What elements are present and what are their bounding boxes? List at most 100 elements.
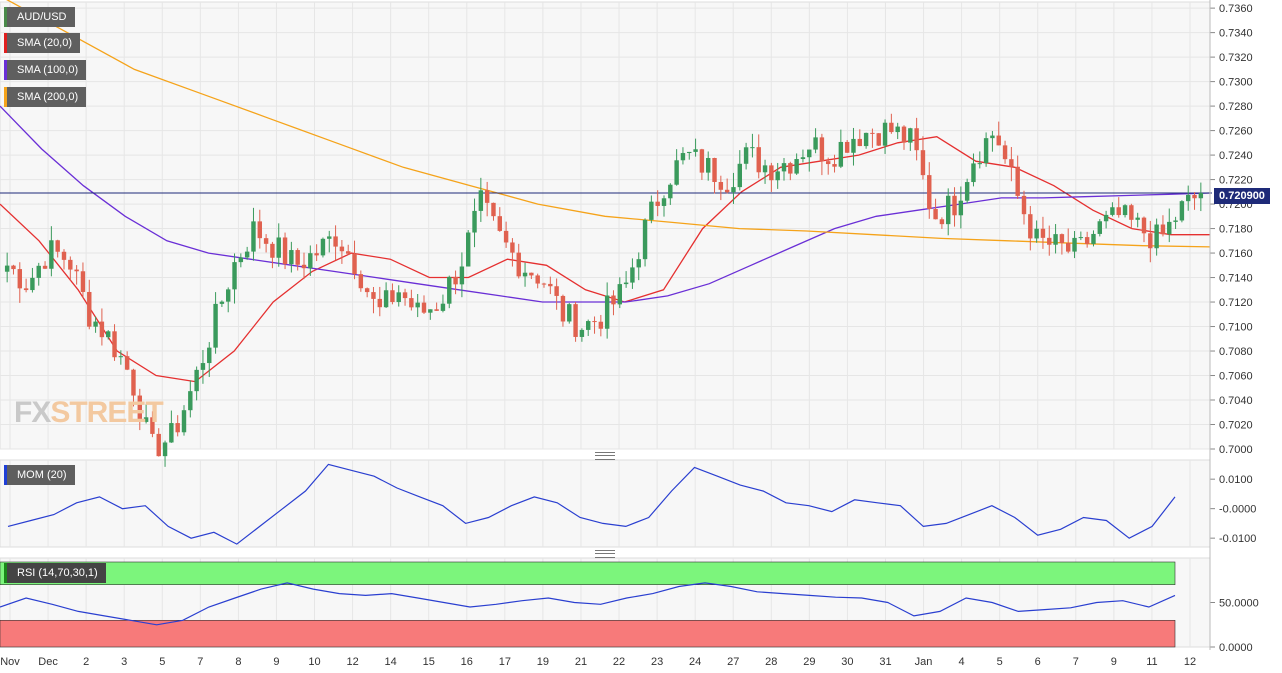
y-tick-label: 0.7040 xyxy=(1219,395,1253,407)
candle-down xyxy=(1059,234,1065,244)
candle-down xyxy=(1129,205,1134,220)
sma20-legend[interactable]: SMA (20,0) xyxy=(4,33,81,53)
candle-up xyxy=(213,303,218,348)
candle-up xyxy=(706,157,711,173)
candle-up xyxy=(1173,220,1178,222)
pane-resize-handle[interactable] xyxy=(595,550,615,558)
pane-resize-handle[interactable] xyxy=(595,452,615,460)
x-tick-label: 22 xyxy=(613,656,625,668)
candle-up xyxy=(958,200,964,216)
candle-down xyxy=(124,356,130,370)
x-tick-label: 9 xyxy=(273,656,279,668)
mom-pane xyxy=(0,459,1211,548)
y-tick-label: 0.7300 xyxy=(1219,77,1253,89)
candle-up xyxy=(459,266,465,285)
candle-down xyxy=(1021,195,1027,215)
rsi-line xyxy=(0,582,1176,626)
candle-up xyxy=(415,302,420,308)
x-tick-label: 27 xyxy=(727,656,739,668)
candle-down xyxy=(150,417,155,434)
candle-down xyxy=(788,163,793,174)
candle-up xyxy=(1034,228,1039,239)
candle-up xyxy=(586,321,591,330)
candle-up xyxy=(251,221,256,252)
candle-up xyxy=(674,160,679,185)
candle-down xyxy=(655,201,660,206)
candle-up xyxy=(1072,237,1077,252)
x-tick-label: 9 xyxy=(1111,656,1117,668)
candle-up xyxy=(194,369,199,392)
candle-up xyxy=(964,182,970,201)
oversold-zone xyxy=(0,619,1176,648)
rsi-legend[interactable]: RSI (14,70,30,1) xyxy=(4,563,106,583)
candle-down xyxy=(314,253,319,256)
candle-down xyxy=(541,283,547,285)
candle-down xyxy=(914,128,919,151)
candle-up xyxy=(1078,237,1084,239)
y-tick-label: 0.0000 xyxy=(1219,642,1253,654)
y-tick-label: 0.0100 xyxy=(1219,474,1253,486)
x-tick-label: Jan xyxy=(915,656,933,668)
candle-up xyxy=(162,442,168,457)
sma200-legend[interactable]: SMA (200,0) xyxy=(4,87,87,107)
y-tick-label: 0.7280 xyxy=(1219,101,1253,113)
candle-down xyxy=(257,221,262,239)
x-tick-label: 12 xyxy=(346,656,358,668)
mom-legend[interactable]: MOM (20) xyxy=(4,465,75,485)
candle-up xyxy=(623,282,629,285)
y-tick-label: 0.7100 xyxy=(1219,322,1253,334)
candle-down xyxy=(1192,194,1197,199)
y-tick-label: 0.7080 xyxy=(1219,346,1253,358)
candle-down xyxy=(358,274,364,289)
y-tick-label: 0.7160 xyxy=(1219,248,1253,260)
x-tick-label: 28 xyxy=(765,656,777,668)
sma100-legend[interactable]: SMA (100,0) xyxy=(4,60,87,80)
candle-down xyxy=(42,265,48,269)
y-tick-label: 0.7120 xyxy=(1219,297,1253,309)
candle-down xyxy=(560,295,566,322)
candle-up xyxy=(743,147,749,164)
candle-up xyxy=(630,267,635,283)
symbol-label[interactable]: AUD/USD xyxy=(4,7,75,27)
candle-up xyxy=(207,347,212,364)
candle-down xyxy=(1028,214,1033,239)
candle-down xyxy=(503,230,509,243)
candle-down xyxy=(402,292,408,299)
candle-down xyxy=(699,149,705,173)
candle-up xyxy=(1053,234,1058,245)
candle-down xyxy=(131,369,136,396)
candle-up xyxy=(308,253,313,269)
candle-up xyxy=(106,331,111,338)
x-tick-label: 4 xyxy=(959,656,965,668)
candle-down xyxy=(453,276,458,285)
candle-up xyxy=(762,165,768,173)
candle-down xyxy=(1002,145,1008,160)
candle-up xyxy=(188,391,193,411)
x-tick-label: 10 xyxy=(308,656,320,668)
candle-up xyxy=(731,187,736,193)
candle-up xyxy=(30,277,35,291)
candle-up xyxy=(1154,224,1159,249)
candle-up xyxy=(908,128,913,143)
candle-up xyxy=(143,417,149,422)
x-tick-label: 30 xyxy=(841,656,853,668)
candle-down xyxy=(573,304,578,337)
candle-up xyxy=(838,141,844,167)
candle-up xyxy=(895,126,900,133)
x-tick-label: 21 xyxy=(575,656,587,668)
candle-up xyxy=(169,423,174,443)
candle-up xyxy=(946,195,951,225)
x-tick-label: 16 xyxy=(461,656,473,668)
candle-down xyxy=(516,252,521,277)
candle-up xyxy=(36,265,41,278)
indicator-lines xyxy=(0,463,1176,626)
candle-up xyxy=(428,309,433,313)
candle-up xyxy=(1179,201,1185,221)
candle-up xyxy=(1122,205,1128,216)
x-tick-label: 11 xyxy=(1146,656,1157,668)
candle-up xyxy=(661,198,667,206)
x-tick-label: 7 xyxy=(197,656,203,668)
candle-down xyxy=(390,290,395,303)
candle-down xyxy=(87,291,92,327)
candle-up xyxy=(1135,217,1140,220)
